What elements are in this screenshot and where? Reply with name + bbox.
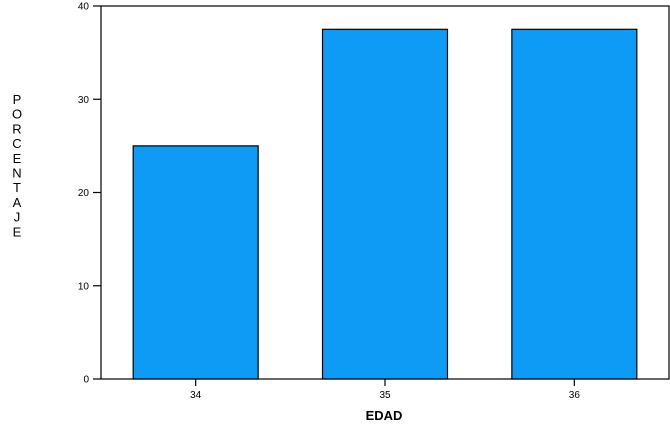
- y-axis: 0 10 20 30 40: [78, 2, 101, 386]
- y-axis-title-letter: T: [13, 180, 21, 195]
- y-axis-title-letter: C: [12, 136, 21, 151]
- y-tick-label: 30: [78, 95, 90, 106]
- y-tick-label: 40: [78, 2, 90, 13]
- bar-34: [132, 145, 259, 380]
- bars-group: [132, 28, 638, 380]
- x-axis-title: EDAD: [366, 408, 403, 423]
- x-axis: 34 35 36: [190, 379, 580, 401]
- x-tick-label: 36: [569, 390, 581, 401]
- x-tick-label: 34: [190, 390, 202, 401]
- y-tick-label: 20: [78, 188, 90, 199]
- y-axis-title-letter: A: [13, 195, 22, 210]
- y-axis-title-letter: R: [12, 121, 21, 136]
- y-axis-title-letter: E: [13, 224, 22, 239]
- y-axis-title-letter: O: [12, 107, 22, 122]
- y-tick-label: 0: [83, 375, 89, 386]
- bar-36: [511, 28, 638, 380]
- x-tick-label: 35: [379, 390, 391, 401]
- bar-35: [321, 28, 449, 380]
- y-tick-label: 10: [78, 281, 90, 292]
- y-axis-title-letter: P: [13, 92, 22, 107]
- y-axis-title-letter: E: [13, 151, 22, 166]
- y-axis-title-letter: N: [12, 166, 21, 181]
- y-axis-title-letter: J: [14, 210, 21, 225]
